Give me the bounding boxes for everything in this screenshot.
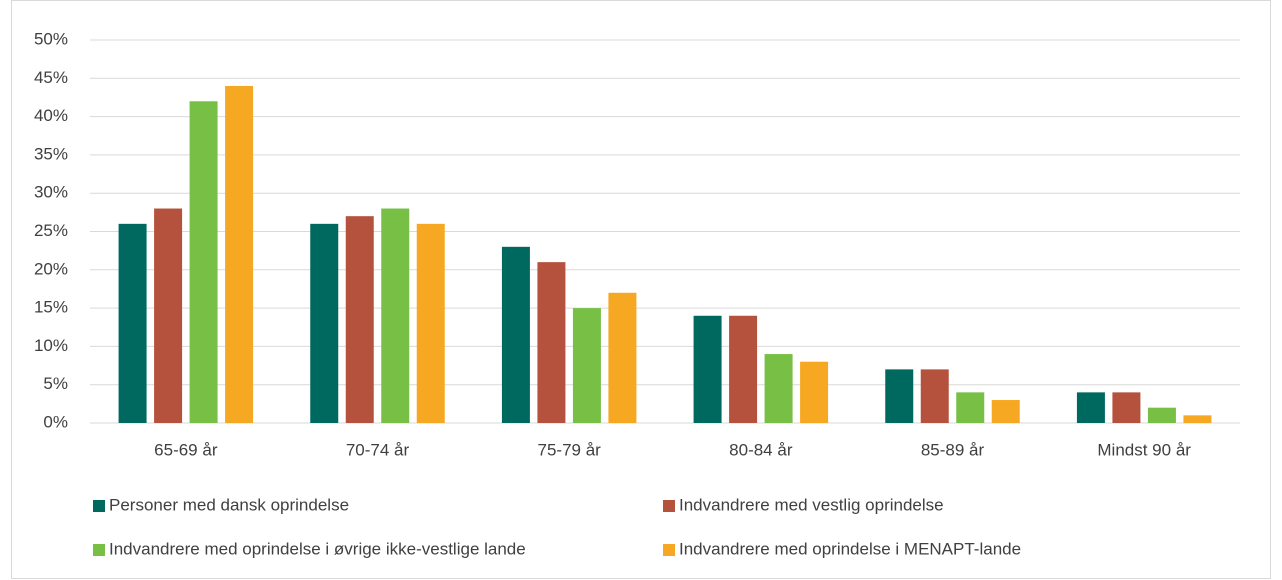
bar [537, 262, 566, 423]
bar [310, 223, 339, 423]
y-tick-label: 15% [34, 298, 68, 317]
legend-label: Personer med dansk oprindelse [109, 495, 349, 514]
legend-label: Indvandrere med oprindelse i MENAPT-land… [679, 539, 1021, 558]
bar [729, 315, 758, 423]
chart-frame [11, 0, 1271, 579]
bar [572, 308, 601, 423]
y-tick-label: 10% [34, 336, 68, 355]
y-tick-label: 25% [34, 221, 68, 240]
bar [118, 223, 147, 423]
bar [1183, 415, 1212, 423]
y-tick-label: 40% [34, 106, 68, 125]
y-tick-label: 20% [34, 259, 68, 278]
bar [800, 361, 829, 423]
bar [154, 208, 183, 423]
y-tick-label: 5% [43, 374, 68, 393]
x-tick-label: Mindst 90 år [1097, 440, 1191, 459]
y-tick-label: 0% [43, 412, 68, 431]
bar [693, 315, 722, 423]
x-tick-label: 70-74 år [346, 440, 410, 459]
bar [956, 392, 985, 423]
x-tick-label: 65-69 år [154, 440, 218, 459]
x-tick-label: 80-84 år [729, 440, 793, 459]
legend-swatch [663, 544, 675, 556]
legend-swatch [93, 544, 105, 556]
legend-label: Indvandrere med oprindelse i øvrige ikke… [109, 539, 526, 558]
bar [1076, 392, 1105, 423]
legend-label: Indvandrere med vestlig oprindelse [679, 495, 944, 514]
y-tick-label: 35% [34, 144, 68, 163]
bar [225, 85, 254, 424]
bar [416, 223, 445, 423]
x-tick-label: 85-89 år [921, 440, 985, 459]
bar [991, 400, 1020, 423]
y-tick-label: 30% [34, 183, 68, 202]
bar [1147, 407, 1176, 423]
x-tick-label: 75-79 år [538, 440, 602, 459]
y-tick-label: 50% [34, 29, 68, 48]
bar [608, 292, 637, 423]
legend-swatch [93, 500, 105, 512]
bar [189, 101, 218, 423]
bar [381, 208, 410, 423]
bar [501, 246, 530, 423]
bar [920, 369, 949, 423]
bar [1112, 392, 1141, 423]
bar [885, 369, 914, 423]
legend-swatch [663, 500, 675, 512]
y-tick-label: 45% [34, 68, 68, 87]
bar [764, 354, 793, 423]
bar [345, 216, 374, 423]
